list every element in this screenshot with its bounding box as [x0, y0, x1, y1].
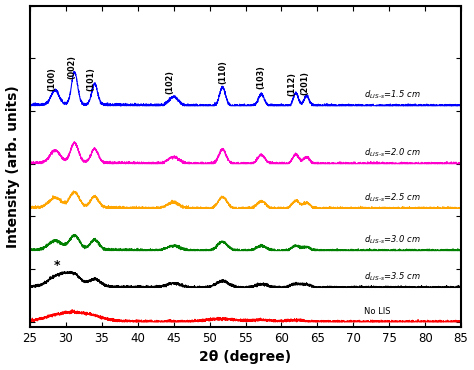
Text: (102): (102) [165, 70, 174, 94]
Text: *: * [54, 259, 61, 272]
Text: $d_{LIS\text{-}s}$=1.5 cm: $d_{LIS\text{-}s}$=1.5 cm [364, 89, 421, 101]
Text: (002): (002) [67, 55, 76, 79]
Text: $d_{LIS\text{-}s}$=3.5 cm: $d_{LIS\text{-}s}$=3.5 cm [364, 271, 421, 283]
Text: (103): (103) [257, 65, 266, 89]
Text: No LIS: No LIS [364, 307, 391, 316]
Text: $d_{LIS\text{-}s}$=2.5 cm: $d_{LIS\text{-}s}$=2.5 cm [364, 192, 421, 204]
Text: (100): (100) [47, 67, 56, 91]
Text: (112): (112) [288, 73, 297, 97]
Text: (101): (101) [87, 67, 96, 91]
Text: (201): (201) [300, 71, 309, 95]
Text: $d_{LIS\text{-}s}$=2.0 cm: $d_{LIS\text{-}s}$=2.0 cm [364, 147, 421, 159]
X-axis label: 2θ (degree): 2θ (degree) [200, 350, 292, 364]
Y-axis label: Intensity (arb. units): Intensity (arb. units) [6, 85, 19, 248]
Text: (110): (110) [218, 60, 227, 84]
Text: $d_{LIS\text{-}s}$=3.0 cm: $d_{LIS\text{-}s}$=3.0 cm [364, 234, 421, 246]
